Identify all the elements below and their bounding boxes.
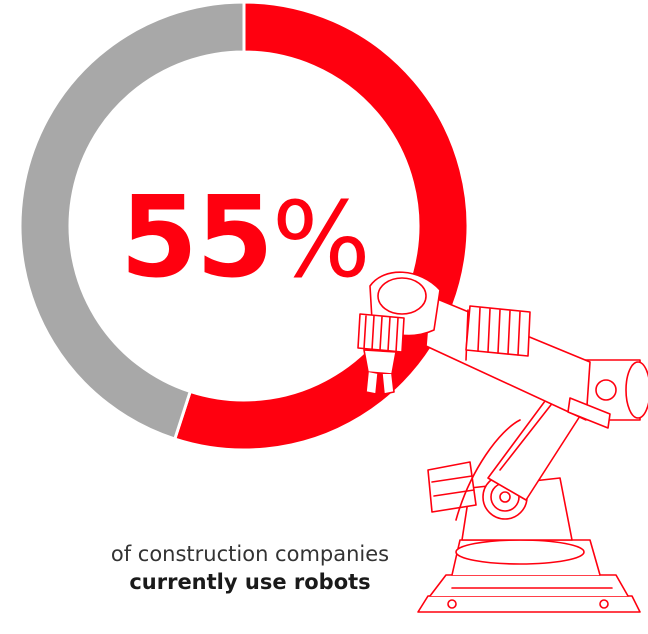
caption-line-1: of construction companies: [110, 542, 390, 566]
caption: of construction companies currently use …: [60, 540, 440, 596]
percentage-number: 55: [120, 173, 274, 303]
donut-slice-2: [18, 0, 246, 441]
caption-line-2: currently use robots: [129, 570, 371, 594]
percentage-value: 55%: [120, 178, 380, 301]
percentage-sign: %: [271, 179, 371, 301]
